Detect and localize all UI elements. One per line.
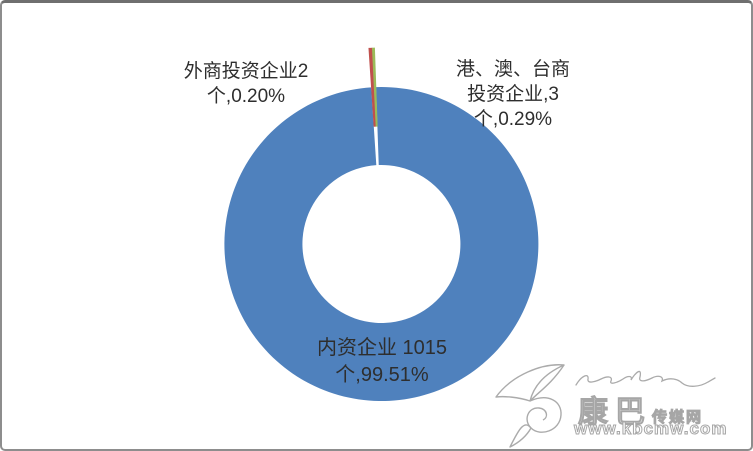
watermark-brand-small: 传媒网 <box>651 409 704 427</box>
slice-domestic <box>224 87 539 402</box>
data-label-foreign-line2: 个,0.20% <box>206 86 286 107</box>
data-label-domestic-line2: 个,99.51% <box>335 364 429 386</box>
data-label-hmt-line2: 投资企业,3 <box>467 84 559 105</box>
slice-hmt <box>368 47 377 127</box>
data-label-hmt: 港、澳、台商 投资企业,3 个,0.29% <box>456 57 570 132</box>
data-label-foreign: 外商投资企业2 个,0.20% <box>184 59 309 109</box>
data-label-domestic: 内资企业 1015 个,99.51% <box>317 335 447 389</box>
data-label-domestic-line1: 内资企业 1015 <box>316 337 448 359</box>
data-label-hmt-line1: 港、澳、台商 <box>455 59 571 80</box>
watermark: 康巴传媒网 www.kbcmw.com <box>490 355 730 449</box>
data-label-foreign-line1: 外商投资企业2 <box>183 61 309 82</box>
data-label-hmt-line3: 个,0.29% <box>473 109 553 130</box>
watermark-url: www.kbcmw.com <box>573 419 728 439</box>
donut-chart <box>224 47 539 402</box>
watermark-brand-large: 康巴 <box>578 396 652 430</box>
watermark-plane-logo <box>495 364 565 448</box>
watermark-brand: 康巴传媒网 <box>578 387 703 431</box>
watermark-flourish <box>575 370 716 387</box>
slice-foreign <box>371 47 378 127</box>
